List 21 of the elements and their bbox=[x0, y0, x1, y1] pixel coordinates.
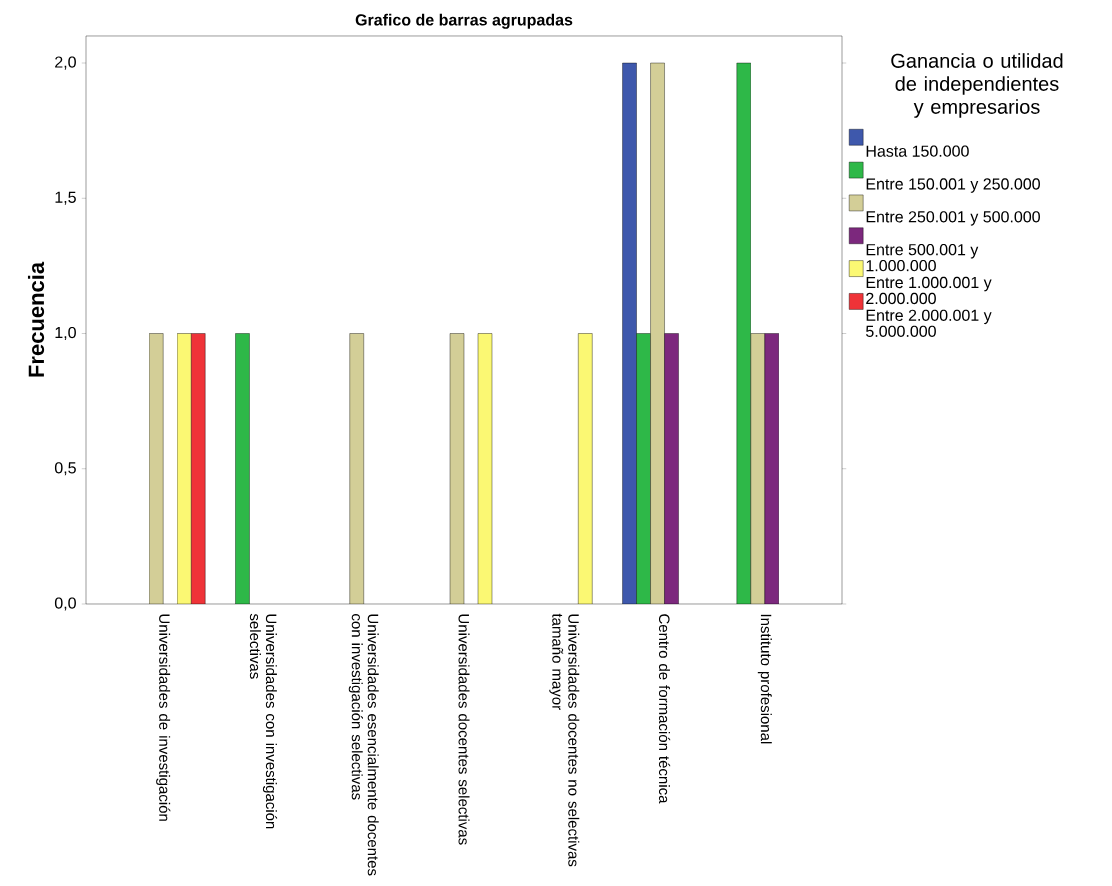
x-tick-label: Universidades docentes no selectivas tamaño mayor bbox=[549, 613, 580, 867]
y-tick-label: 0,0 bbox=[54, 597, 76, 611]
legend-label: Entre 150.001 y 250.000 bbox=[866, 178, 1040, 193]
legend-label: Hasta 150.000 bbox=[866, 145, 969, 157]
y-tick-label: 1,5 bbox=[55, 191, 76, 205]
y-tick-label: 0,5 bbox=[54, 461, 76, 476]
y-tick-label: 2,0 bbox=[55, 56, 76, 70]
x-tick-label: Centro de formación técnica bbox=[658, 613, 671, 804]
legend-title: Ganancia o utilidad de independientes y empresarios bbox=[891, 52, 1063, 118]
y-tick-label: 1,0 bbox=[55, 326, 76, 340]
legend-label: Entre 500.001 y 1.000.000 bbox=[866, 243, 979, 272]
legend-label: Entre 2.000.001 y 5.000.000 bbox=[866, 309, 992, 337]
x-tick-label: Universidades esencialmente docentes con investigación selectivas bbox=[348, 613, 379, 876]
y-axis-title: Frecuencia bbox=[27, 261, 45, 377]
x-tick-label: Universidades con investigación selectivas bbox=[249, 613, 278, 829]
legend-label: Entre 250.001 y 500.000 bbox=[866, 210, 1040, 226]
chart-title: Grafico de barras agrupadas bbox=[355, 13, 573, 29]
x-tick-label: Instituto profesional bbox=[757, 614, 772, 744]
x-tick-label: Universidades docentes selectivas bbox=[458, 614, 470, 845]
legend-label: Entre 1.000.001 y 2.000.000 bbox=[866, 276, 992, 304]
x-tick-label: Universidades de investigación bbox=[156, 614, 171, 821]
